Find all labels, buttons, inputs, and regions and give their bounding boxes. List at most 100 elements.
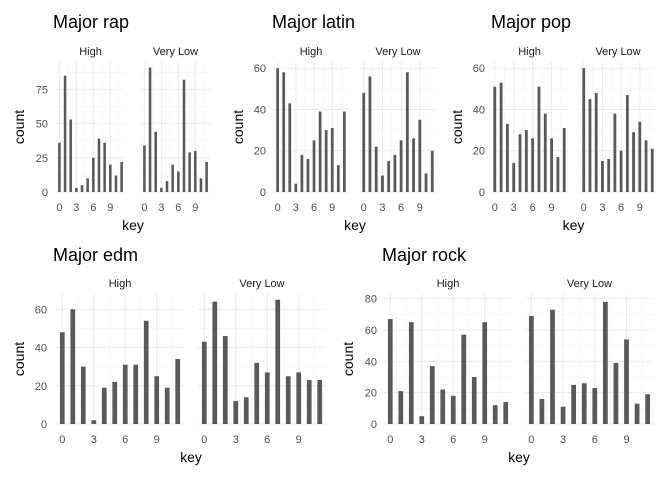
- bar: [613, 113, 617, 192]
- bar: [368, 76, 372, 192]
- x-tick-label: 3: [511, 202, 517, 214]
- bar: [398, 391, 404, 424]
- bar: [101, 387, 107, 424]
- facet-label: High: [79, 46, 102, 58]
- bar: [602, 301, 608, 424]
- bar: [408, 322, 414, 424]
- x-tick-label: 0: [56, 202, 62, 214]
- facet-label: Very Low: [595, 46, 640, 58]
- bar: [581, 383, 587, 424]
- bar: [120, 161, 123, 192]
- bar: [324, 130, 328, 192]
- bar: [613, 362, 619, 424]
- bar: [632, 132, 635, 192]
- bar: [182, 79, 186, 192]
- bar: [243, 397, 249, 424]
- bar: [619, 150, 623, 192]
- bar: [336, 165, 340, 192]
- bar: [499, 82, 503, 192]
- chart-title: Major edm: [53, 245, 138, 265]
- x-tick-label: 9: [107, 202, 113, 214]
- x-tick-label: 6: [122, 434, 128, 446]
- x-tick-label: 0: [275, 202, 281, 214]
- y-tick-label: 0: [479, 187, 485, 199]
- bar: [212, 301, 218, 424]
- bar: [405, 72, 409, 192]
- x-tick-label: 3: [560, 434, 566, 446]
- y-tick-label: 60: [365, 325, 377, 337]
- x-tick-label: 3: [73, 202, 79, 214]
- facet-panel: High 0 3 6 9: [56, 278, 184, 446]
- x-tick-label: 0: [492, 202, 498, 214]
- chart-title: Major rock: [382, 245, 467, 265]
- bar: [165, 181, 169, 192]
- x-tick-label: 9: [154, 434, 160, 446]
- bar: [160, 187, 163, 192]
- y-tick-label: 40: [254, 104, 266, 116]
- chart-4: Major rock High 0 3 6 9 Very Low 0 3 6 9 0 20 40 60 80 k…: [340, 245, 654, 465]
- bar: [645, 394, 651, 424]
- x-tick-label: 6: [450, 434, 456, 446]
- bar: [492, 405, 498, 424]
- bar: [374, 146, 378, 192]
- bar: [177, 171, 180, 192]
- bar: [148, 67, 152, 192]
- bar: [143, 145, 146, 192]
- x-tick-label: 6: [592, 434, 598, 446]
- bar: [103, 142, 106, 192]
- bar: [562, 128, 566, 192]
- bar: [531, 138, 535, 192]
- bar: [342, 111, 346, 192]
- bar: [59, 332, 65, 424]
- x-tick-label: 0: [59, 434, 65, 446]
- x-tick-label: 6: [618, 202, 624, 214]
- y-tick-label: 60: [35, 304, 47, 316]
- bar: [312, 140, 316, 192]
- bar: [91, 420, 97, 424]
- y-tick-label: 0: [260, 187, 266, 199]
- y-tick-label: 0: [371, 419, 377, 431]
- bar: [429, 366, 435, 424]
- bar: [222, 336, 228, 424]
- bar: [330, 128, 334, 192]
- y-tick-label: 60: [254, 63, 266, 75]
- bar: [275, 299, 281, 424]
- y-axis-title: count: [340, 342, 356, 376]
- x-tick-label: 0: [581, 202, 587, 214]
- chart-title: Major rap: [53, 12, 129, 32]
- facet-label: Very Low: [375, 46, 420, 58]
- bar: [624, 339, 629, 424]
- bar: [188, 152, 191, 192]
- bar: [112, 381, 118, 424]
- facet-label: High: [300, 46, 323, 58]
- bar: [201, 341, 207, 424]
- facet-label: High: [109, 278, 132, 290]
- bar: [175, 359, 181, 424]
- bar: [199, 178, 203, 192]
- bar: [133, 364, 139, 424]
- bar: [264, 372, 270, 424]
- x-tick-label: 3: [419, 434, 425, 446]
- bar: [70, 309, 76, 424]
- bar: [625, 95, 629, 192]
- x-tick-label: 9: [637, 202, 643, 214]
- bar: [164, 387, 170, 424]
- bar: [97, 138, 101, 192]
- x-tick-label: 3: [91, 434, 97, 446]
- bar: [503, 402, 509, 424]
- bar: [381, 175, 384, 192]
- bar: [524, 130, 528, 192]
- chart-3: Major edm High 0 3 6 9 Very Low 0 3 6 9 0 20 40 60 key c…: [11, 245, 326, 465]
- bar: [601, 161, 604, 192]
- bar: [550, 138, 554, 192]
- y-axis-title: count: [11, 110, 27, 144]
- bar: [592, 387, 598, 424]
